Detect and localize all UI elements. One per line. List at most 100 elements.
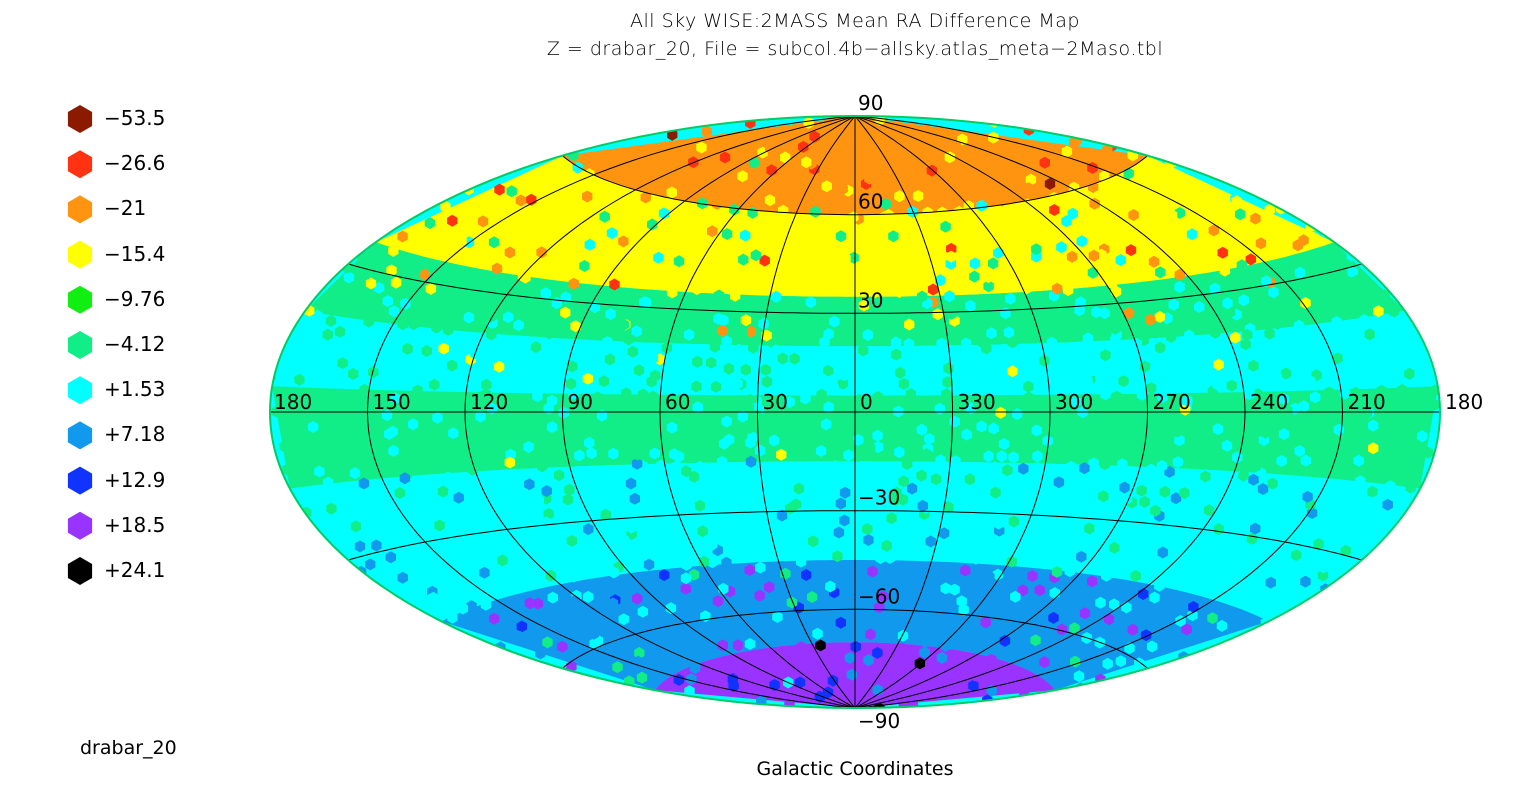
sky-cell [1194,301,1205,313]
sky-cell [914,309,926,322]
sky-cell [1042,434,1053,447]
sky-cell [837,261,848,274]
sky-cell [798,140,809,153]
sky-cell [892,276,903,289]
sky-cell [983,146,994,159]
sky-cell [1155,194,1167,207]
legend-swatch [67,466,93,495]
sky-cell [491,262,503,275]
sky-cell [1329,294,1340,307]
sky-cell [1089,197,1100,210]
sky-cell [999,634,1011,647]
sky-cell [536,437,547,450]
sky-cell [935,454,946,467]
sky-cell [864,172,875,185]
sky-cell [870,286,881,299]
sky-cell [1280,367,1292,380]
sky-cell [1359,314,1370,327]
sky-cell [864,441,876,454]
sky-cell [785,170,796,182]
sky-cell [483,253,494,266]
sky-cell [1031,243,1042,256]
sky-cell [749,156,760,169]
sky-cell [1109,525,1120,538]
sky-cell [675,320,686,333]
sky-cell [734,216,745,229]
x-axis-label: Galactic Coordinates [756,758,954,780]
sky-cell [1247,454,1258,467]
sky-cell [410,508,422,521]
sky-cell [440,200,451,213]
sky-cell [998,273,1010,286]
sky-cell [1276,477,1287,490]
sky-cell [1141,172,1153,185]
sky-cell [1187,192,1198,205]
sky-cell [1230,420,1241,433]
sky-cell [721,228,733,240]
sky-cell [877,590,889,603]
sky-cell [828,356,839,368]
sky-cell [696,487,708,500]
latitude-tick-label: 90 [858,91,883,115]
sky-cell [1023,505,1034,518]
sky-cell [946,668,957,681]
sky-cell [604,353,616,366]
sky-cell [660,311,671,324]
sky-cell [489,612,500,625]
sky-cell [1058,170,1069,183]
sky-cell [732,639,744,652]
sky-cell [794,618,806,631]
sky-cell [467,553,478,566]
sky-cell [944,290,955,303]
sky-cell [1026,526,1037,539]
sky-cell [317,422,328,435]
sky-cell [1157,546,1168,559]
sky-cell [878,324,889,337]
legend-swatch [67,195,93,224]
sky-cell [431,234,443,247]
sky-cell [1113,643,1124,656]
sky-cell [740,363,751,376]
sky-cell [949,349,960,361]
sky-cell [680,582,691,595]
sky-cell [1049,204,1060,216]
sky-cell [721,556,732,569]
sky-cell [754,589,765,602]
sky-cell [1010,590,1021,603]
sky-cell [540,287,551,300]
sky-cell [873,577,885,590]
legend-label: −9.76 [104,286,166,311]
sky-cell [1342,363,1353,376]
sky-cell [1055,489,1067,502]
sky-cell [1282,584,1294,597]
sky-cell [1187,504,1198,516]
sky-cell [717,324,728,337]
sky-cell [795,192,807,205]
sky-cell [397,230,408,243]
sky-cell [445,540,456,553]
sky-cell [1373,305,1384,318]
sky-cell [293,466,304,479]
sky-cell [1077,477,1089,489]
sky-cell [1212,378,1223,391]
sky-cell [1157,280,1169,293]
sky-cell [743,241,754,254]
sky-cell [789,310,801,323]
sky-cell [1056,623,1068,636]
sky-cell [1131,337,1142,350]
sky-cell [532,597,543,610]
sky-cell [729,289,741,302]
sky-cell [931,357,942,370]
sky-cell [951,524,962,537]
sky-cell [1039,543,1051,556]
sky-cell [764,194,776,207]
longitude-tick-label: 180 [274,390,312,414]
sky-cell [971,530,983,543]
sky-cell [1154,311,1166,323]
sky-cell [1265,529,1276,542]
sky-cell [780,151,791,164]
sky-cell [976,490,987,503]
sky-cell [961,337,972,350]
sky-cell [867,565,878,578]
sky-cell [1184,550,1195,563]
